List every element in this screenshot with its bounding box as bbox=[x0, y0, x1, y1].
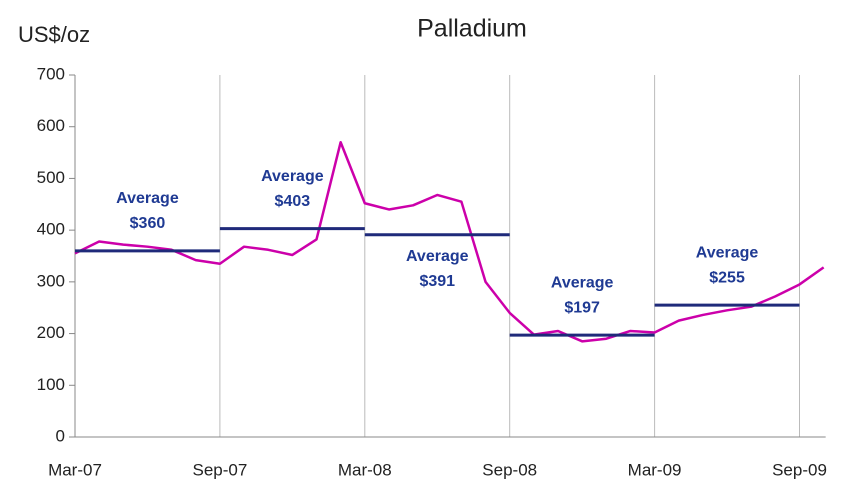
y-tick-label: 500 bbox=[37, 168, 65, 187]
average-label: Average bbox=[551, 274, 614, 291]
average-value-label: $403 bbox=[275, 193, 311, 210]
y-tick-label: 200 bbox=[37, 323, 65, 342]
x-tick-label: Sep-09 bbox=[772, 460, 827, 479]
average-label: Average bbox=[406, 248, 469, 265]
y-tick-label: 700 bbox=[37, 64, 65, 83]
chart-title: Palladium bbox=[417, 15, 527, 43]
x-tick-label: Sep-08 bbox=[482, 460, 537, 479]
average-value-label: $391 bbox=[419, 273, 455, 290]
x-tick-label: Mar-08 bbox=[338, 460, 392, 479]
y-axis-label: US$/oz bbox=[18, 22, 90, 47]
price-line bbox=[74, 140, 825, 343]
y-tick-label: 400 bbox=[37, 220, 65, 239]
x-tick-label: Sep-07 bbox=[192, 460, 247, 479]
y-tick-label: 0 bbox=[56, 426, 65, 445]
average-label: Average bbox=[116, 190, 179, 207]
x-tick-label: Mar-07 bbox=[48, 460, 102, 479]
y-tick-label: 600 bbox=[37, 116, 65, 135]
average-label: Average bbox=[696, 244, 759, 261]
y-tick-label: 100 bbox=[37, 375, 65, 394]
average-value-label: $360 bbox=[130, 215, 166, 232]
average-label: Average bbox=[261, 168, 324, 185]
average-value-label: $255 bbox=[709, 269, 745, 286]
average-value-label: $197 bbox=[564, 299, 600, 316]
y-tick-label: 300 bbox=[37, 271, 65, 290]
x-tick-label: Mar-09 bbox=[628, 460, 682, 479]
